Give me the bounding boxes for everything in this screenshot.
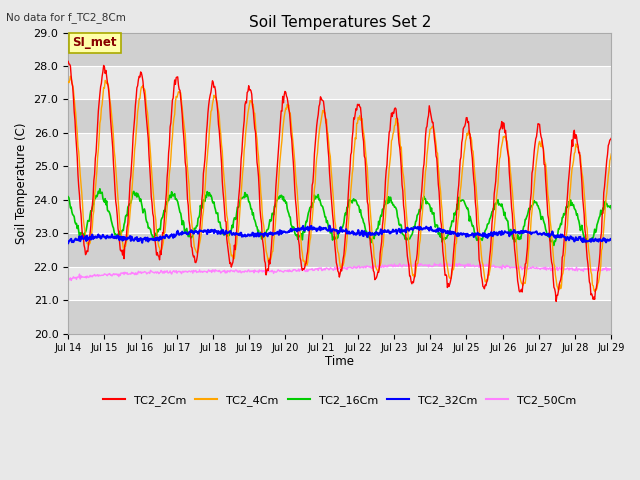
Bar [68, 33, 611, 66]
Text: No data for f_TC2_8Cm: No data for f_TC2_8Cm [6, 12, 126, 23]
X-axis label: Time: Time [325, 355, 354, 368]
Bar [68, 99, 611, 133]
Bar [68, 200, 611, 233]
Bar [68, 300, 611, 334]
Title: Soil Temperatures Set 2: Soil Temperatures Set 2 [248, 15, 431, 30]
Legend: TC2_2Cm, TC2_4Cm, TC2_16Cm, TC2_32Cm, TC2_50Cm: TC2_2Cm, TC2_4Cm, TC2_16Cm, TC2_32Cm, TC… [99, 390, 581, 410]
Y-axis label: Soil Temperature (C): Soil Temperature (C) [15, 122, 28, 244]
Bar [68, 133, 611, 167]
Bar [68, 233, 611, 267]
Text: SI_met: SI_met [72, 36, 117, 49]
Bar [68, 66, 611, 99]
Bar [68, 167, 611, 200]
Bar [68, 267, 611, 300]
